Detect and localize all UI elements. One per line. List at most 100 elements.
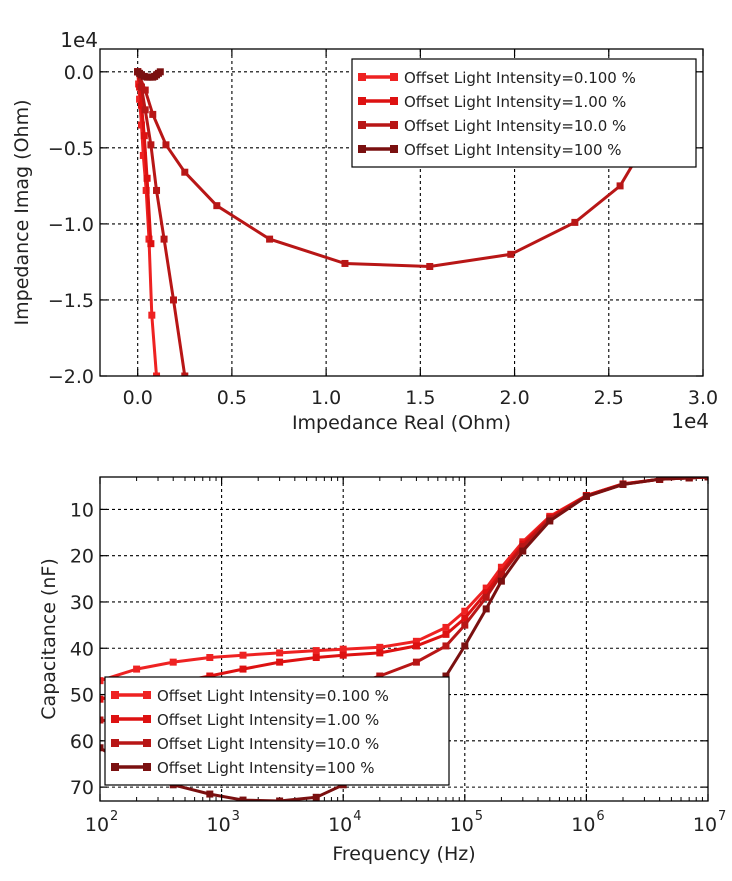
data-point bbox=[153, 372, 161, 376]
legend-swatch-marker bbox=[143, 691, 151, 699]
x-tick-label: 10 bbox=[571, 814, 595, 836]
data-point bbox=[376, 649, 384, 657]
data-point bbox=[497, 563, 505, 571]
data-point bbox=[213, 202, 221, 210]
data-point bbox=[412, 658, 420, 666]
data-point bbox=[482, 589, 490, 597]
series-5 bbox=[134, 68, 164, 81]
x-multiplier-label: 1e4 bbox=[671, 409, 709, 433]
legend-swatch-marker bbox=[143, 763, 151, 771]
x-tick-label: 1.0 bbox=[311, 387, 341, 409]
x-tick-label: 10 bbox=[207, 814, 231, 836]
data-point bbox=[137, 83, 145, 91]
x-axis-label: Frequency (Hz) bbox=[332, 843, 475, 865]
data-point bbox=[145, 235, 153, 243]
data-point bbox=[582, 492, 590, 500]
data-point bbox=[685, 477, 693, 482]
x-tick-label: 2.0 bbox=[499, 387, 529, 409]
legend-item: Offset Light Intensity=100 % bbox=[111, 759, 375, 777]
data-point bbox=[137, 121, 145, 129]
legend-swatch-marker bbox=[143, 739, 151, 747]
data-point bbox=[312, 793, 320, 801]
capacitance-chart: 10 2 10 3 10 4 10 5 10 6 10 710203040506070Frequenc… bbox=[38, 476, 726, 865]
data-point bbox=[519, 542, 527, 550]
x-tick-label: 3.0 bbox=[688, 387, 718, 409]
data-point bbox=[482, 584, 490, 592]
data-point bbox=[497, 577, 505, 585]
data-point bbox=[376, 672, 384, 680]
legend-swatch-marker bbox=[358, 121, 366, 129]
y-axis-label: Impedance Imag (Ohm) bbox=[11, 100, 33, 326]
data-point bbox=[461, 642, 469, 650]
legend-item: Offset Light Intensity=1.00 % bbox=[358, 93, 626, 111]
data-point bbox=[507, 250, 515, 258]
data-point bbox=[426, 262, 434, 270]
data-point bbox=[461, 621, 469, 629]
legend-swatch-marker bbox=[358, 97, 366, 105]
y-tick-label: 0.0 bbox=[64, 62, 94, 84]
legend-label: Offset Light Intensity=100 % bbox=[157, 759, 375, 777]
data-point bbox=[206, 790, 214, 798]
legend-label: Offset Light Intensity=1.00 % bbox=[404, 93, 626, 111]
data-point bbox=[181, 372, 189, 376]
data-point bbox=[100, 744, 104, 752]
y-tick-label: 50 bbox=[70, 685, 94, 707]
data-point bbox=[206, 672, 214, 680]
data-point bbox=[339, 651, 347, 659]
y-tick-label: 40 bbox=[70, 638, 94, 660]
plot-frame bbox=[99, 476, 709, 802]
x-tick-label: 10 bbox=[85, 814, 109, 836]
data-point bbox=[619, 480, 627, 488]
series-line bbox=[136, 71, 650, 269]
legend-box bbox=[351, 58, 697, 168]
legend-item: Offset Light Intensity=0.100 % bbox=[358, 69, 636, 87]
data-point bbox=[141, 106, 149, 114]
data-point bbox=[147, 141, 155, 149]
data-point bbox=[519, 547, 527, 555]
data-point bbox=[143, 174, 151, 182]
x-tick-exponent: 5 bbox=[475, 809, 483, 824]
y-axis-label: Capacitance (nF) bbox=[38, 558, 60, 719]
data-point bbox=[616, 182, 624, 190]
data-point bbox=[266, 235, 274, 243]
x-tick-label: 10 bbox=[693, 814, 717, 836]
data-point bbox=[656, 477, 664, 483]
legend-swatch-marker bbox=[358, 145, 366, 153]
data-point bbox=[312, 647, 320, 655]
data-point bbox=[276, 649, 284, 657]
x-tick-label: 0.0 bbox=[123, 387, 153, 409]
data-point bbox=[160, 235, 168, 243]
legend-label: Offset Light Intensity=100 % bbox=[404, 141, 622, 159]
data-point bbox=[442, 623, 450, 631]
x-axis-label: Impedance Real (Ohm) bbox=[292, 412, 511, 434]
legend-swatch-marker bbox=[111, 691, 119, 699]
legend-swatch-marker bbox=[390, 145, 398, 153]
plot-frame bbox=[99, 48, 704, 377]
legend-box bbox=[104, 676, 450, 786]
data-point bbox=[339, 645, 347, 653]
y-tick-label: 70 bbox=[70, 777, 94, 799]
data-point bbox=[139, 151, 147, 159]
legend-label: Offset Light Intensity=0.100 % bbox=[404, 69, 636, 87]
legend-swatch-marker bbox=[143, 715, 151, 723]
data-point bbox=[162, 141, 170, 149]
data-point bbox=[141, 86, 149, 94]
legend: Offset Light Intensity=0.100 % Offset Lig… bbox=[351, 58, 697, 168]
data-point bbox=[156, 68, 164, 76]
legend-swatch-marker bbox=[390, 73, 398, 81]
legend-swatch-marker bbox=[111, 763, 119, 771]
y-tick-label: −2.0 bbox=[48, 366, 94, 388]
legend-swatch-marker bbox=[358, 73, 366, 81]
data-point bbox=[148, 311, 156, 319]
data-point bbox=[133, 665, 141, 673]
y-tick-label: −1.0 bbox=[48, 214, 94, 236]
data-point bbox=[153, 186, 161, 194]
data-point bbox=[276, 797, 284, 801]
legend-item: Offset Light Intensity=10.0 % bbox=[358, 117, 626, 135]
legend-label: Offset Light Intensity=10.0 % bbox=[404, 117, 626, 135]
data-point bbox=[341, 259, 349, 267]
data-point bbox=[276, 658, 284, 666]
legend-swatch-marker bbox=[390, 97, 398, 105]
data-point bbox=[412, 637, 420, 645]
